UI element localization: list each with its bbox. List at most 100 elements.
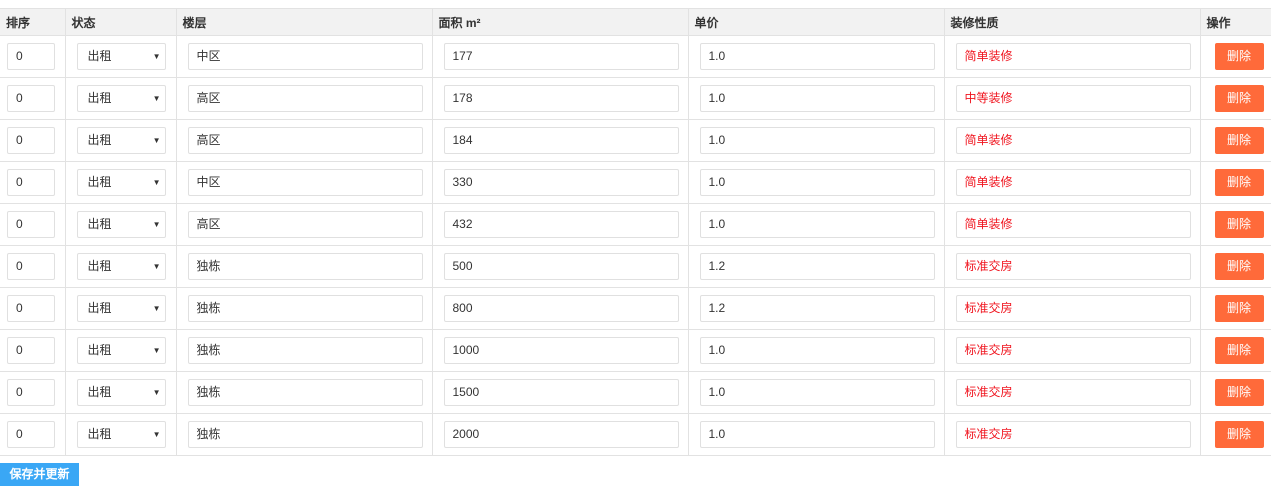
- decoration-input[interactable]: 简单装修: [955, 127, 1191, 154]
- caret-down-icon: ▼: [152, 304, 161, 313]
- area-input[interactable]: 1000: [443, 337, 679, 364]
- status-value: 出租: [87, 91, 112, 105]
- floor-input[interactable]: 独栋: [187, 253, 423, 280]
- price-input[interactable]: 1.0: [699, 421, 935, 448]
- area-input[interactable]: 2000: [443, 421, 679, 448]
- table-row: 0 出租 ▼ 中区 177 1.0 简单装修 删除: [0, 35, 1271, 78]
- status-select[interactable]: 出租 ▼: [76, 169, 166, 196]
- sort-input[interactable]: 0: [7, 253, 55, 280]
- table-header: 排序 状态 楼层 面积 m² 单价 装修性质 操作: [0, 8, 1271, 36]
- area-input[interactable]: 500: [443, 253, 679, 280]
- status-value: 出租: [87, 385, 112, 399]
- sort-input[interactable]: 0: [7, 337, 55, 364]
- area-input[interactable]: 184: [443, 127, 679, 154]
- decoration-input[interactable]: 简单装修: [955, 43, 1191, 70]
- decoration-input[interactable]: 简单装修: [955, 169, 1191, 196]
- floor-input[interactable]: 高区: [187, 85, 423, 112]
- price-input[interactable]: 1.0: [699, 337, 935, 364]
- price-input[interactable]: 1.0: [699, 169, 935, 196]
- delete-button[interactable]: 删除: [1214, 211, 1264, 238]
- header-decoration: 装修性质: [944, 8, 1201, 36]
- header-floor: 楼层: [176, 8, 433, 36]
- price-input[interactable]: 1.0: [699, 211, 935, 238]
- caret-down-icon: ▼: [152, 52, 161, 61]
- area-input[interactable]: 432: [443, 211, 679, 238]
- decoration-input[interactable]: 标准交房: [955, 253, 1191, 280]
- status-value: 出租: [87, 217, 112, 231]
- decoration-input[interactable]: 标准交房: [955, 379, 1191, 406]
- caret-down-icon: ▼: [152, 178, 161, 187]
- delete-button[interactable]: 删除: [1214, 295, 1264, 322]
- area-input[interactable]: 800: [443, 295, 679, 322]
- decoration-input[interactable]: 标准交房: [955, 295, 1191, 322]
- delete-button[interactable]: 删除: [1214, 253, 1264, 280]
- sort-input[interactable]: 0: [7, 43, 55, 70]
- table-row: 0 出租 ▼ 独栋 1000 1.0 标准交房 删除: [0, 329, 1271, 372]
- price-input[interactable]: 1.0: [699, 127, 935, 154]
- header-actions: 操作: [1200, 8, 1271, 36]
- status-select[interactable]: 出租 ▼: [76, 85, 166, 112]
- decoration-input[interactable]: 标准交房: [955, 337, 1191, 364]
- delete-button[interactable]: 删除: [1214, 379, 1264, 406]
- table-row: 0 出租 ▼ 独栋 500 1.2 标准交房 删除: [0, 245, 1271, 288]
- price-input[interactable]: 1.0: [699, 379, 935, 406]
- table-row: 0 出租 ▼ 独栋 800 1.2 标准交房 删除: [0, 287, 1271, 330]
- sort-input[interactable]: 0: [7, 127, 55, 154]
- status-select[interactable]: 出租 ▼: [76, 337, 166, 364]
- floor-input[interactable]: 独栋: [187, 337, 423, 364]
- price-input[interactable]: 1.2: [699, 253, 935, 280]
- delete-button[interactable]: 删除: [1214, 169, 1264, 196]
- floor-input[interactable]: 高区: [187, 127, 423, 154]
- header-sort: 排序: [0, 8, 66, 36]
- status-select[interactable]: 出租 ▼: [76, 43, 166, 70]
- table-row: 0 出租 ▼ 高区 184 1.0 简单装修 删除: [0, 119, 1271, 162]
- area-input[interactable]: 330: [443, 169, 679, 196]
- area-input[interactable]: 178: [443, 85, 679, 112]
- caret-down-icon: ▼: [152, 262, 161, 271]
- caret-down-icon: ▼: [152, 430, 161, 439]
- sort-input[interactable]: 0: [7, 295, 55, 322]
- price-input[interactable]: 1.0: [699, 43, 935, 70]
- floor-input[interactable]: 独栋: [187, 379, 423, 406]
- sort-input[interactable]: 0: [7, 169, 55, 196]
- header-area: 面积 m²: [432, 8, 689, 36]
- status-select[interactable]: 出租 ▼: [76, 253, 166, 280]
- delete-button[interactable]: 删除: [1214, 337, 1264, 364]
- floor-input[interactable]: 中区: [187, 43, 423, 70]
- floor-input[interactable]: 独栋: [187, 421, 423, 448]
- floor-input[interactable]: 高区: [187, 211, 423, 238]
- floor-input[interactable]: 独栋: [187, 295, 423, 322]
- area-input[interactable]: 1500: [443, 379, 679, 406]
- decoration-input[interactable]: 简单装修: [955, 211, 1191, 238]
- caret-down-icon: ▼: [152, 94, 161, 103]
- header-status: 状态: [65, 8, 177, 36]
- save-and-update-button[interactable]: 保存并更新: [0, 463, 79, 486]
- status-select[interactable]: 出租 ▼: [76, 379, 166, 406]
- status-select[interactable]: 出租 ▼: [76, 295, 166, 322]
- table-row: 0 出租 ▼ 中区 330 1.0 简单装修 删除: [0, 161, 1271, 204]
- units-table: 排序 状态 楼层 面积 m² 单价 装修性质 操作 0 出租 ▼ 中区 177 1…: [0, 8, 1271, 456]
- delete-button[interactable]: 删除: [1214, 127, 1264, 154]
- caret-down-icon: ▼: [152, 220, 161, 229]
- status-select[interactable]: 出租 ▼: [76, 211, 166, 238]
- delete-button[interactable]: 删除: [1214, 85, 1264, 112]
- sort-input[interactable]: 0: [7, 211, 55, 238]
- floor-input[interactable]: 中区: [187, 169, 423, 196]
- decoration-input[interactable]: 标准交房: [955, 421, 1191, 448]
- price-input[interactable]: 1.0: [699, 85, 935, 112]
- price-input[interactable]: 1.2: [699, 295, 935, 322]
- delete-button[interactable]: 删除: [1214, 43, 1264, 70]
- status-value: 出租: [87, 427, 112, 441]
- decoration-input[interactable]: 中等装修: [955, 85, 1191, 112]
- table-row: 0 出租 ▼ 独栋 1500 1.0 标准交房 删除: [0, 371, 1271, 414]
- status-value: 出租: [87, 343, 112, 357]
- sort-input[interactable]: 0: [7, 379, 55, 406]
- sort-input[interactable]: 0: [7, 421, 55, 448]
- status-select[interactable]: 出租 ▼: [76, 421, 166, 448]
- status-select[interactable]: 出租 ▼: [76, 127, 166, 154]
- status-value: 出租: [87, 259, 112, 273]
- sort-input[interactable]: 0: [7, 85, 55, 112]
- area-input[interactable]: 177: [443, 43, 679, 70]
- delete-button[interactable]: 删除: [1214, 421, 1264, 448]
- status-value: 出租: [87, 175, 112, 189]
